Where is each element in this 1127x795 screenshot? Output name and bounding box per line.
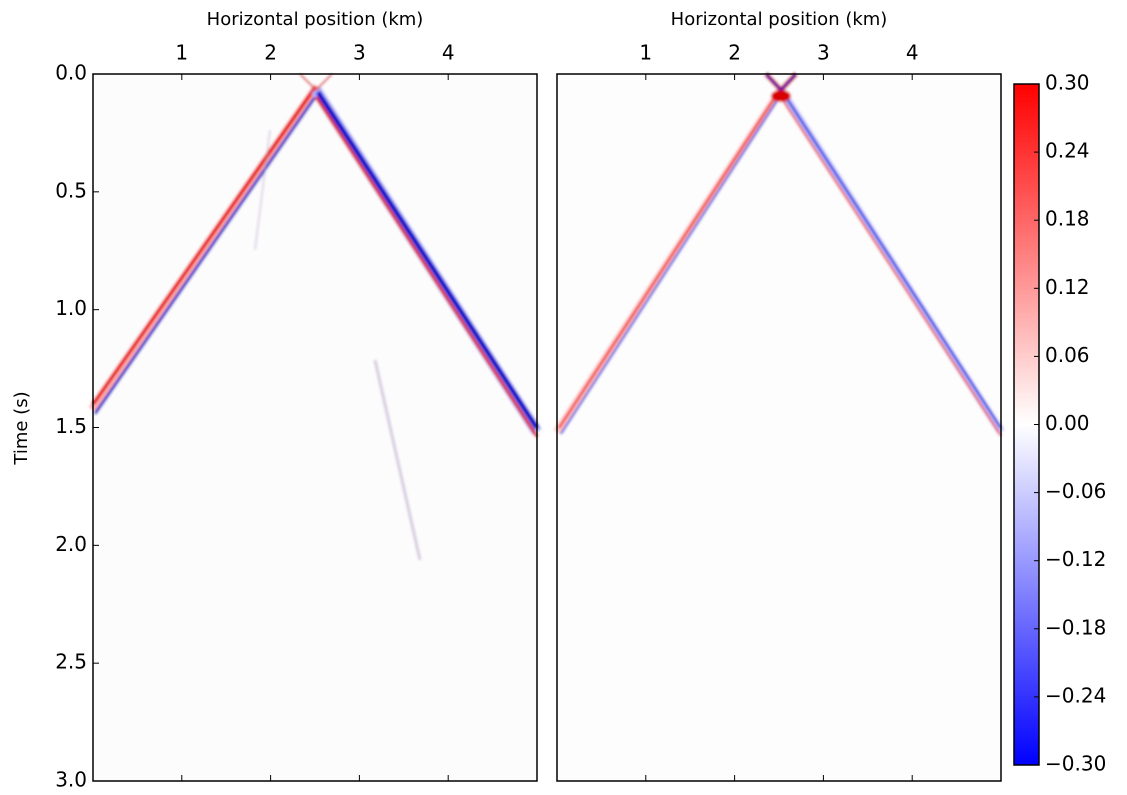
y-tick-label: 0.5 <box>55 178 87 202</box>
x-axis-label: Horizontal position (km) <box>671 9 888 30</box>
y-tick-label: 2.5 <box>55 650 87 674</box>
x-tick-label: 4 <box>906 41 919 65</box>
colorbar-tick-label: 0.06 <box>1045 343 1090 367</box>
x-tick-label: 2 <box>728 41 741 65</box>
y-tick-label: 2.0 <box>55 532 87 556</box>
colorbar-tick-label: 0.00 <box>1045 411 1090 435</box>
x-tick-label: 4 <box>442 41 455 65</box>
colorbar-tick-label: 0.30 <box>1045 71 1090 95</box>
colorbar-tick-label: −0.12 <box>1045 547 1106 571</box>
colorbar-tick-label: −0.24 <box>1045 683 1106 707</box>
x-tick-label: 3 <box>817 41 830 65</box>
colorbar-tick-label: 0.12 <box>1045 275 1090 299</box>
y-tick-label: 0.0 <box>55 61 87 85</box>
y-tick-label: 1.0 <box>55 296 87 320</box>
x-tick-label: 1 <box>175 41 188 65</box>
x-tick-label: 3 <box>353 41 366 65</box>
colorbar-tick-label: −0.30 <box>1045 752 1106 776</box>
x-tick-label: 1 <box>639 41 652 65</box>
wavefield-left <box>88 73 542 781</box>
y-axis-label: Time (s) <box>11 391 32 465</box>
y-tick-label: 1.5 <box>55 414 87 438</box>
colorbar-tick-label: 0.18 <box>1045 207 1090 231</box>
wavefield-right <box>553 72 1005 781</box>
y-tick-label: 3.0 <box>55 768 87 792</box>
x-axis-label: Horizontal position (km) <box>207 9 424 30</box>
x-tick-label: 2 <box>264 41 277 65</box>
colorbar-tick-label: −0.18 <box>1045 615 1106 639</box>
plot-frame <box>556 73 1002 782</box>
colorbar-tick-label: −0.06 <box>1045 479 1106 503</box>
colorbar-tick-label: 0.24 <box>1045 139 1090 163</box>
